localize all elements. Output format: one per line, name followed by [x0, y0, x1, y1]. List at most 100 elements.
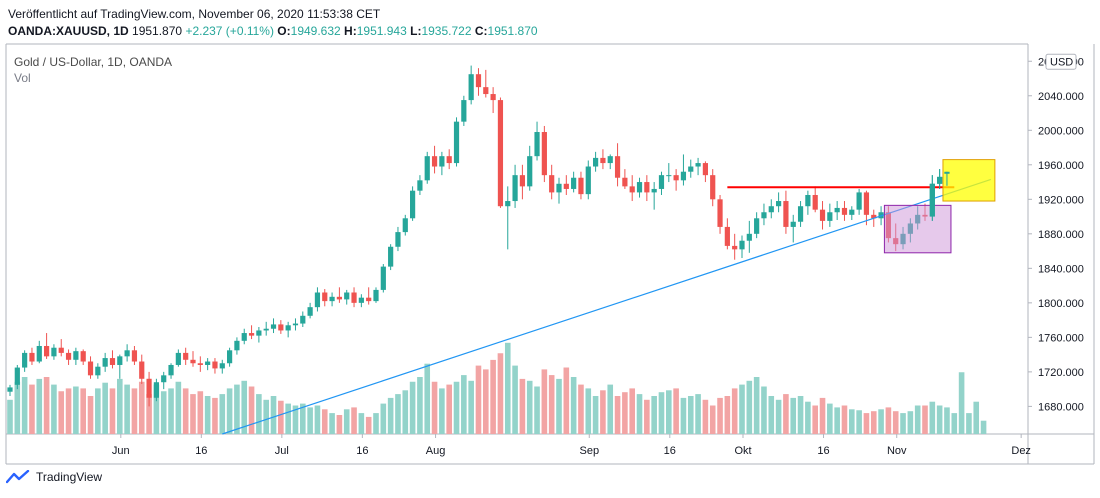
- candle: [527, 145, 533, 191]
- candle-body: [14, 367, 20, 385]
- volume-bar: [153, 384, 160, 434]
- candle: [29, 347, 35, 365]
- candle-body: [139, 361, 145, 379]
- candle-body: [278, 324, 284, 331]
- candle-body: [161, 375, 167, 383]
- candle: [292, 318, 299, 331]
- candle: [629, 175, 635, 202]
- candle-body: [841, 207, 848, 215]
- open-value: 1949.632: [290, 24, 341, 38]
- volume-bar: [73, 386, 79, 434]
- candle: [95, 363, 101, 379]
- candle-body: [578, 177, 584, 195]
- volume-bar: [168, 388, 174, 434]
- candle-body: [29, 352, 35, 362]
- candle-body: [344, 292, 350, 300]
- candle-body: [388, 246, 394, 267]
- candle: [124, 344, 130, 362]
- volume-bar: [380, 403, 387, 434]
- candle: [585, 160, 591, 200]
- y-tick-label: 1920.000: [1038, 194, 1084, 206]
- candle-body: [263, 328, 269, 331]
- volume-bar: [21, 377, 28, 434]
- candle-body: [688, 166, 694, 172]
- volume-bar: [709, 405, 716, 434]
- candle: [849, 206, 855, 221]
- volume-bar: [417, 377, 423, 434]
- candle: [783, 190, 789, 234]
- candle: [680, 154, 687, 186]
- volume-bar: [226, 388, 233, 434]
- x-tick-label: Sep: [579, 445, 599, 457]
- volume-bar: [490, 359, 496, 434]
- volume-bar: [966, 413, 972, 434]
- candle-body: [22, 352, 28, 368]
- candle-body: [607, 156, 613, 164]
- candle: [153, 378, 159, 402]
- volume-bar: [424, 363, 431, 434]
- volume-bar: [453, 381, 460, 434]
- candle: [710, 169, 716, 207]
- volume-bar: [541, 369, 548, 434]
- currency-badge: [1045, 53, 1077, 70]
- candle-body: [695, 163, 701, 167]
- volume-bar: [827, 403, 833, 434]
- candle: [461, 95, 467, 126]
- candle: [819, 201, 826, 230]
- volume-bar: [358, 413, 365, 434]
- volume-bar: [526, 380, 533, 434]
- candle-body: [761, 212, 767, 219]
- candle-body: [600, 157, 606, 164]
- volume-bar: [724, 396, 731, 434]
- volume-bar: [270, 396, 277, 434]
- volume-bar: [248, 386, 255, 434]
- candle: [205, 358, 211, 371]
- candle: [14, 364, 20, 390]
- candle: [373, 287, 379, 303]
- volume-bar: [36, 378, 43, 434]
- candle: [688, 159, 694, 178]
- candle: [146, 371, 152, 407]
- candle-body: [453, 121, 460, 164]
- candle-body: [292, 323, 299, 326]
- candle-body: [622, 177, 628, 187]
- volume-bar: [409, 381, 416, 434]
- candle: [453, 117, 460, 167]
- high-label: H:: [344, 24, 357, 38]
- candle-body: [468, 74, 474, 101]
- volume-bar: [14, 381, 21, 434]
- candle: [856, 188, 862, 215]
- candle: [468, 65, 474, 105]
- candle-body: [541, 132, 547, 176]
- candle-body: [871, 214, 877, 219]
- x-tick-label: 16: [664, 445, 676, 457]
- candle-body: [768, 206, 774, 213]
- volume-bar: [980, 420, 987, 434]
- volume-bar: [131, 388, 138, 434]
- volume-bar: [548, 375, 555, 434]
- candle-body: [336, 296, 342, 300]
- volume-bar: [746, 380, 753, 434]
- candle-body: [527, 156, 533, 187]
- candle-body: [234, 340, 240, 351]
- volume-bar: [395, 394, 401, 434]
- volume-bar: [124, 384, 130, 434]
- volume-bar: [658, 392, 665, 434]
- volume-bar: [402, 390, 409, 434]
- volume-bar: [263, 399, 269, 434]
- volume-bar: [146, 394, 152, 434]
- volume-bar: [365, 416, 372, 434]
- volume-bar: [636, 394, 643, 434]
- candle-body: [329, 296, 335, 302]
- volume-bar: [329, 413, 335, 434]
- footer[interactable]: TradingView: [6, 470, 102, 484]
- volume-bar: [607, 384, 614, 434]
- candle: [717, 194, 723, 234]
- candle-body: [431, 156, 438, 167]
- candle: [614, 143, 621, 187]
- candle-body: [314, 292, 321, 308]
- candle: [168, 363, 174, 379]
- volume-bar: [343, 409, 350, 434]
- y-tick-label: 1840.000: [1038, 263, 1084, 275]
